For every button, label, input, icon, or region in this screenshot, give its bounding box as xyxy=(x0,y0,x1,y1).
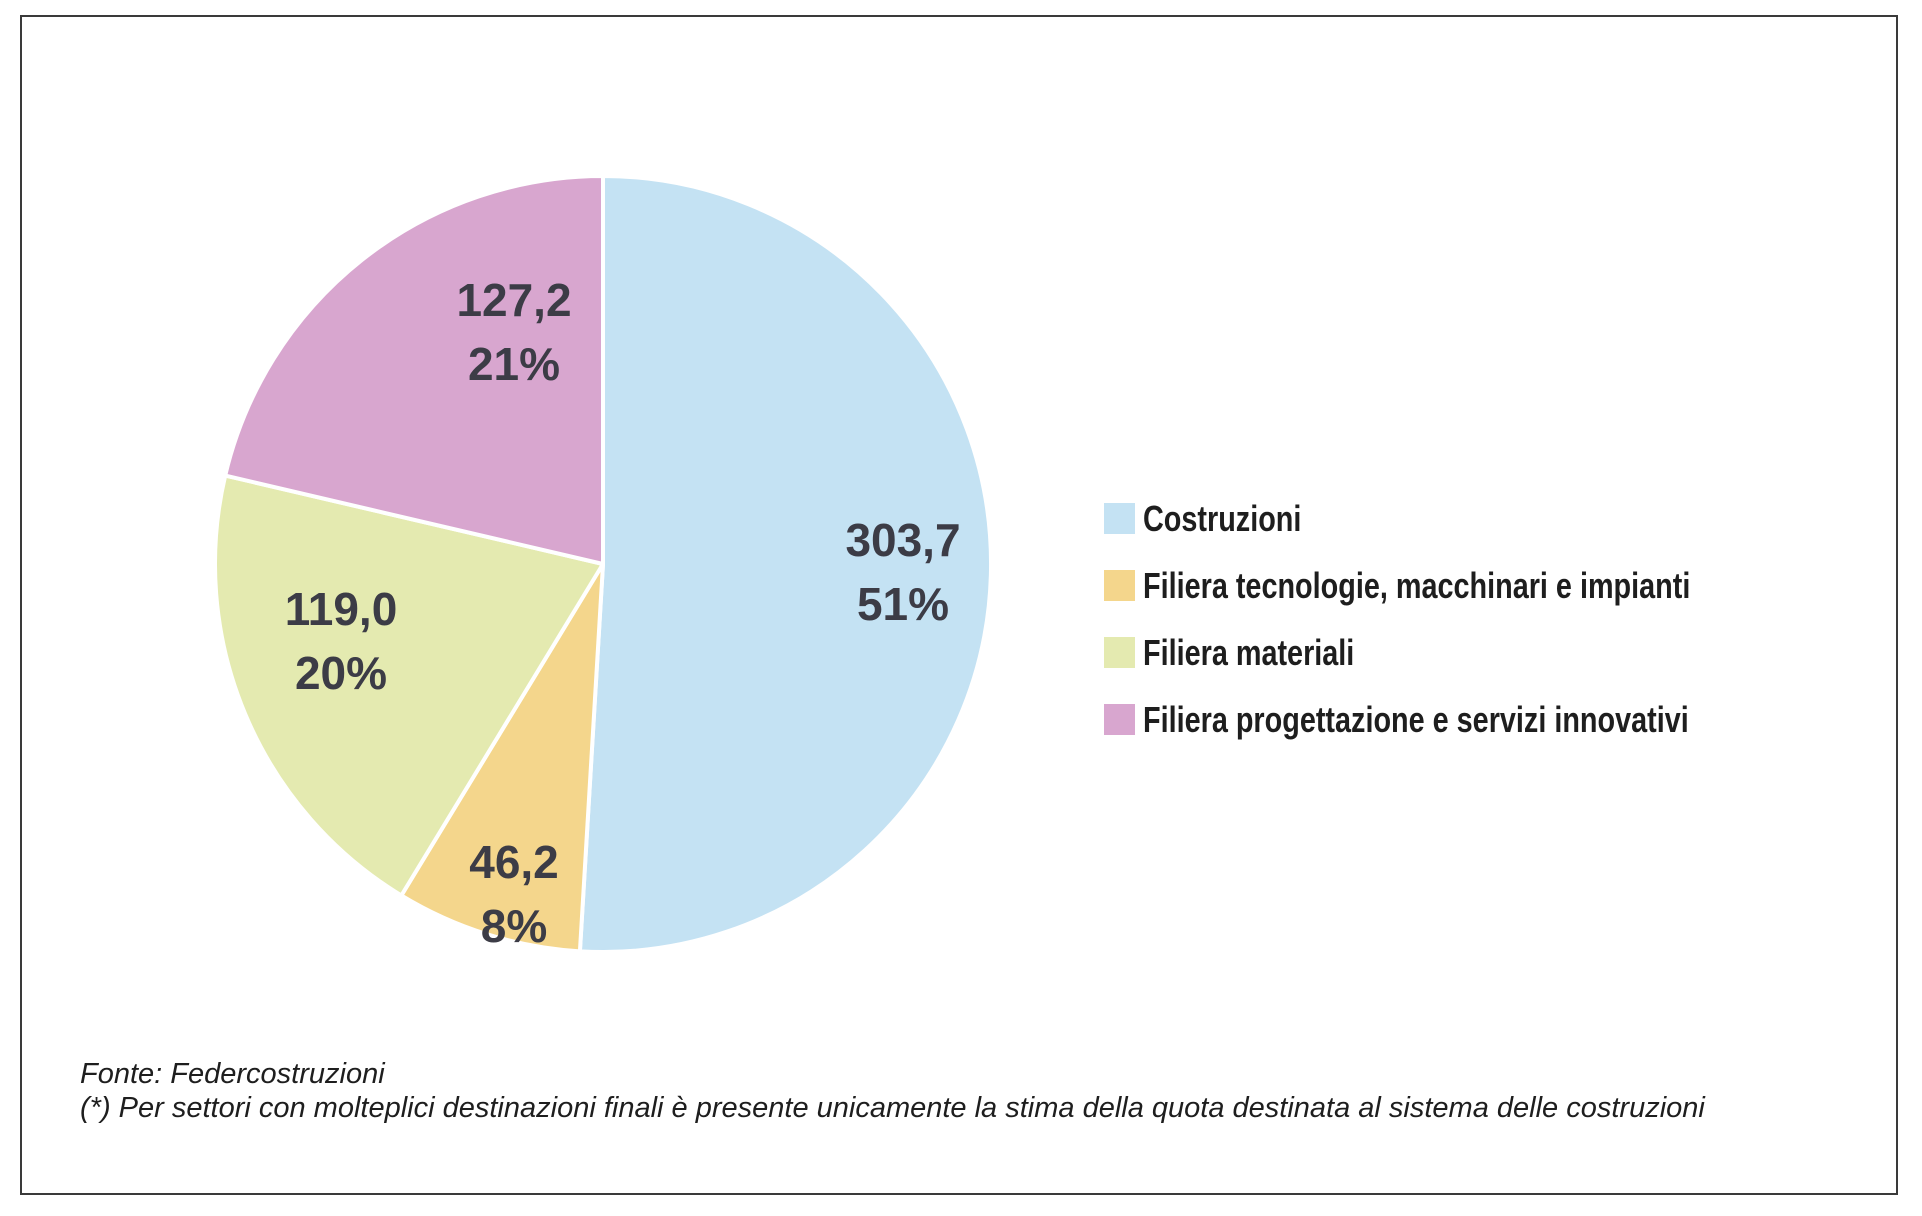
pie-chart: 303,7 51% 46,2 8% 119,0 20% 127,2 21% xyxy=(213,174,994,954)
legend-swatch xyxy=(1104,704,1135,735)
slice-value-label-filiera-tecnologie: 46,2 xyxy=(469,836,559,888)
legend-swatch xyxy=(1104,503,1135,534)
pie-slice-filiera-materiali xyxy=(213,473,605,898)
footnote: Fonte: Federcostruzioni (*) Per settori … xyxy=(80,1057,1860,1125)
legend-swatch xyxy=(1104,570,1135,601)
legend-label: Filiera materiali xyxy=(1143,631,1355,673)
pie-slice-costruzioni xyxy=(577,174,994,954)
pie-labels: 303,7 51% 46,2 8% 119,0 20% 127,2 21% xyxy=(285,274,961,952)
pie-slice-filiera-progettazione xyxy=(223,174,605,566)
legend-item-costruzioni: Costruzioni xyxy=(1104,498,1827,539)
slice-percent-label-filiera-progettazione: 21% xyxy=(468,338,560,390)
legend-item-filiera-tecnologie: Filiera tecnologie, macchinari e impiant… xyxy=(1104,565,1827,606)
slice-percent-label-costruzioni: 51% xyxy=(857,578,949,630)
slice-percent-label-filiera-tecnologie: 8% xyxy=(481,900,547,952)
note-text: (*) Per settori con molteplici destinazi… xyxy=(80,1092,1705,1124)
chart-frame: 303,7 51% 46,2 8% 119,0 20% 127,2 21% Costruzio… xyxy=(20,15,1898,1195)
pie-slice-filiera-tecnologie xyxy=(399,562,605,954)
legend-item-filiera-materiali: Filiera materiali xyxy=(1104,632,1827,673)
source-text: Fonte: Federcostruzioni xyxy=(80,1058,385,1090)
legend-item-filiera-progettazione: Filiera progettazione e servizi innovati… xyxy=(1104,699,1827,740)
pie-slices xyxy=(213,174,994,954)
legend-swatch xyxy=(1104,637,1135,668)
legend-label: Costruzioni xyxy=(1143,497,1302,539)
legend-label: Filiera progettazione e servizi innovati… xyxy=(1143,698,1689,740)
slice-value-label-filiera-progettazione: 127,2 xyxy=(456,274,571,326)
slice-value-label-costruzioni: 303,7 xyxy=(845,514,960,566)
legend: Costruzioni Filiera tecnologie, macchina… xyxy=(1104,498,1827,770)
slice-percent-label-filiera-materiali: 20% xyxy=(295,647,387,699)
legend-label: Filiera tecnologie, macchinari e impiant… xyxy=(1143,564,1691,606)
slice-value-label-filiera-materiali: 119,0 xyxy=(285,583,398,635)
